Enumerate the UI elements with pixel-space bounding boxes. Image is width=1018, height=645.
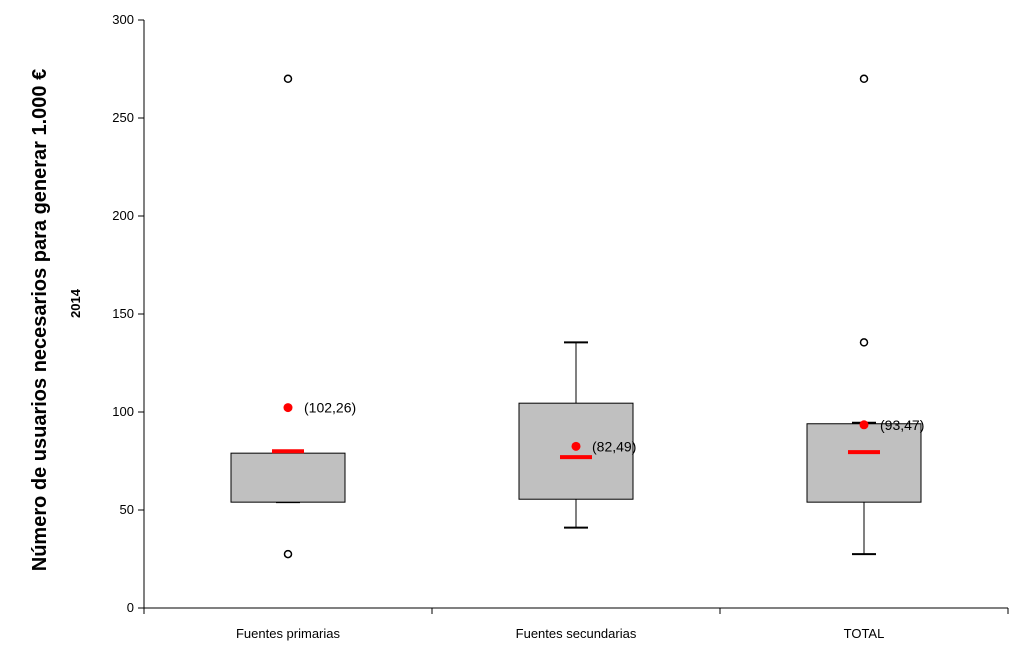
mean-point bbox=[283, 403, 293, 413]
y-tick-label: 0 bbox=[127, 600, 134, 615]
y-tick-label: 100 bbox=[112, 404, 134, 419]
y-tick-label: 50 bbox=[120, 502, 134, 517]
outlier-point bbox=[283, 74, 293, 84]
iqr-box bbox=[230, 452, 346, 503]
outlier-point bbox=[859, 74, 869, 84]
mean-annotation: (82,49) bbox=[592, 438, 636, 454]
mean-annotation: (102,26) bbox=[304, 400, 356, 416]
y-axis-title: Número de usuarios necesarios para gener… bbox=[29, 69, 51, 571]
x-category-label: Fuentes secundarias bbox=[516, 626, 637, 641]
outlier-point bbox=[859, 338, 869, 347]
x-category-label: TOTAL bbox=[844, 626, 885, 641]
mean-point bbox=[859, 420, 869, 430]
outlier-point bbox=[283, 549, 293, 559]
mean-annotation: (93,47) bbox=[880, 417, 924, 433]
iqr-box bbox=[806, 423, 922, 503]
y-tick-label: 200 bbox=[112, 208, 134, 223]
y-axis-title-subscript: 2014 bbox=[68, 288, 83, 318]
y-tick-label: 300 bbox=[112, 12, 134, 27]
iqr-box bbox=[518, 402, 634, 500]
x-category-label: Fuentes primarias bbox=[236, 626, 341, 641]
y-tick-label: 250 bbox=[112, 110, 134, 125]
y-tick-label: 150 bbox=[112, 306, 134, 321]
mean-point bbox=[571, 441, 581, 451]
